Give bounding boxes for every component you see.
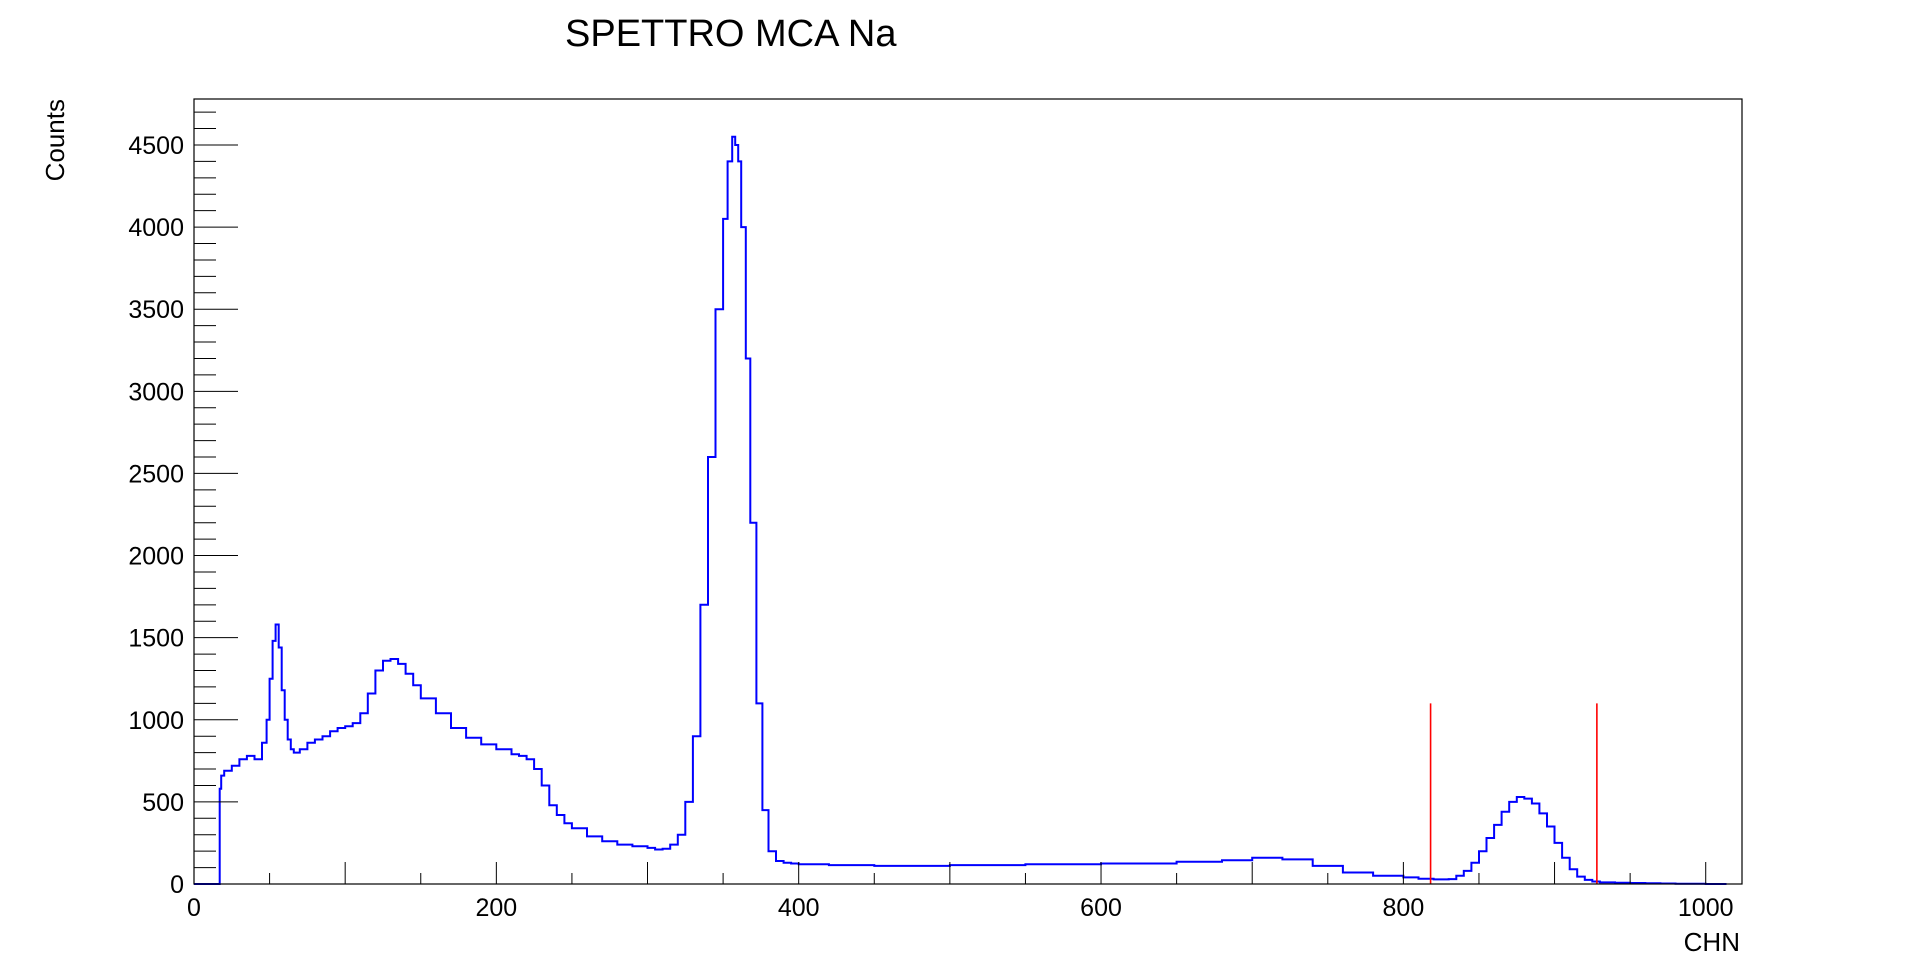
x-tick-label: 600 xyxy=(1080,894,1122,922)
axis-tick-labels: 0 200 400 600 800 1000 0 500 1000 1500 2000 2500 300… xyxy=(128,132,1733,922)
y-tick-label: 3500 xyxy=(128,296,184,324)
x-tick-label: 1000 xyxy=(1678,894,1734,922)
y-tick-label: 2000 xyxy=(128,543,184,571)
y-axis-label: Counts xyxy=(40,99,70,181)
x-tick-label: 0 xyxy=(187,894,201,922)
y-tick-label: 2500 xyxy=(128,460,184,488)
y-tick-label: 4000 xyxy=(128,214,184,242)
x-tick-label: 800 xyxy=(1383,894,1425,922)
y-tick-label: 1500 xyxy=(128,625,184,653)
y-tick-label: 1000 xyxy=(128,707,184,735)
y-tick-label: 0 xyxy=(170,871,184,899)
x-axis-label: CHN xyxy=(1684,927,1740,957)
spectrum-series-line xyxy=(194,135,1727,885)
y-tick-label: 500 xyxy=(142,789,184,817)
x-tick-label: 200 xyxy=(475,894,517,922)
axis-ticks xyxy=(193,111,1707,885)
plot-frame xyxy=(193,98,1743,885)
y-tick-label: 4500 xyxy=(128,132,184,160)
chart-title: SPETTRO MCA Na xyxy=(565,13,897,55)
y-tick-label: 3000 xyxy=(128,378,184,406)
plot-area xyxy=(194,135,1727,885)
x-tick-label: 400 xyxy=(778,894,820,922)
